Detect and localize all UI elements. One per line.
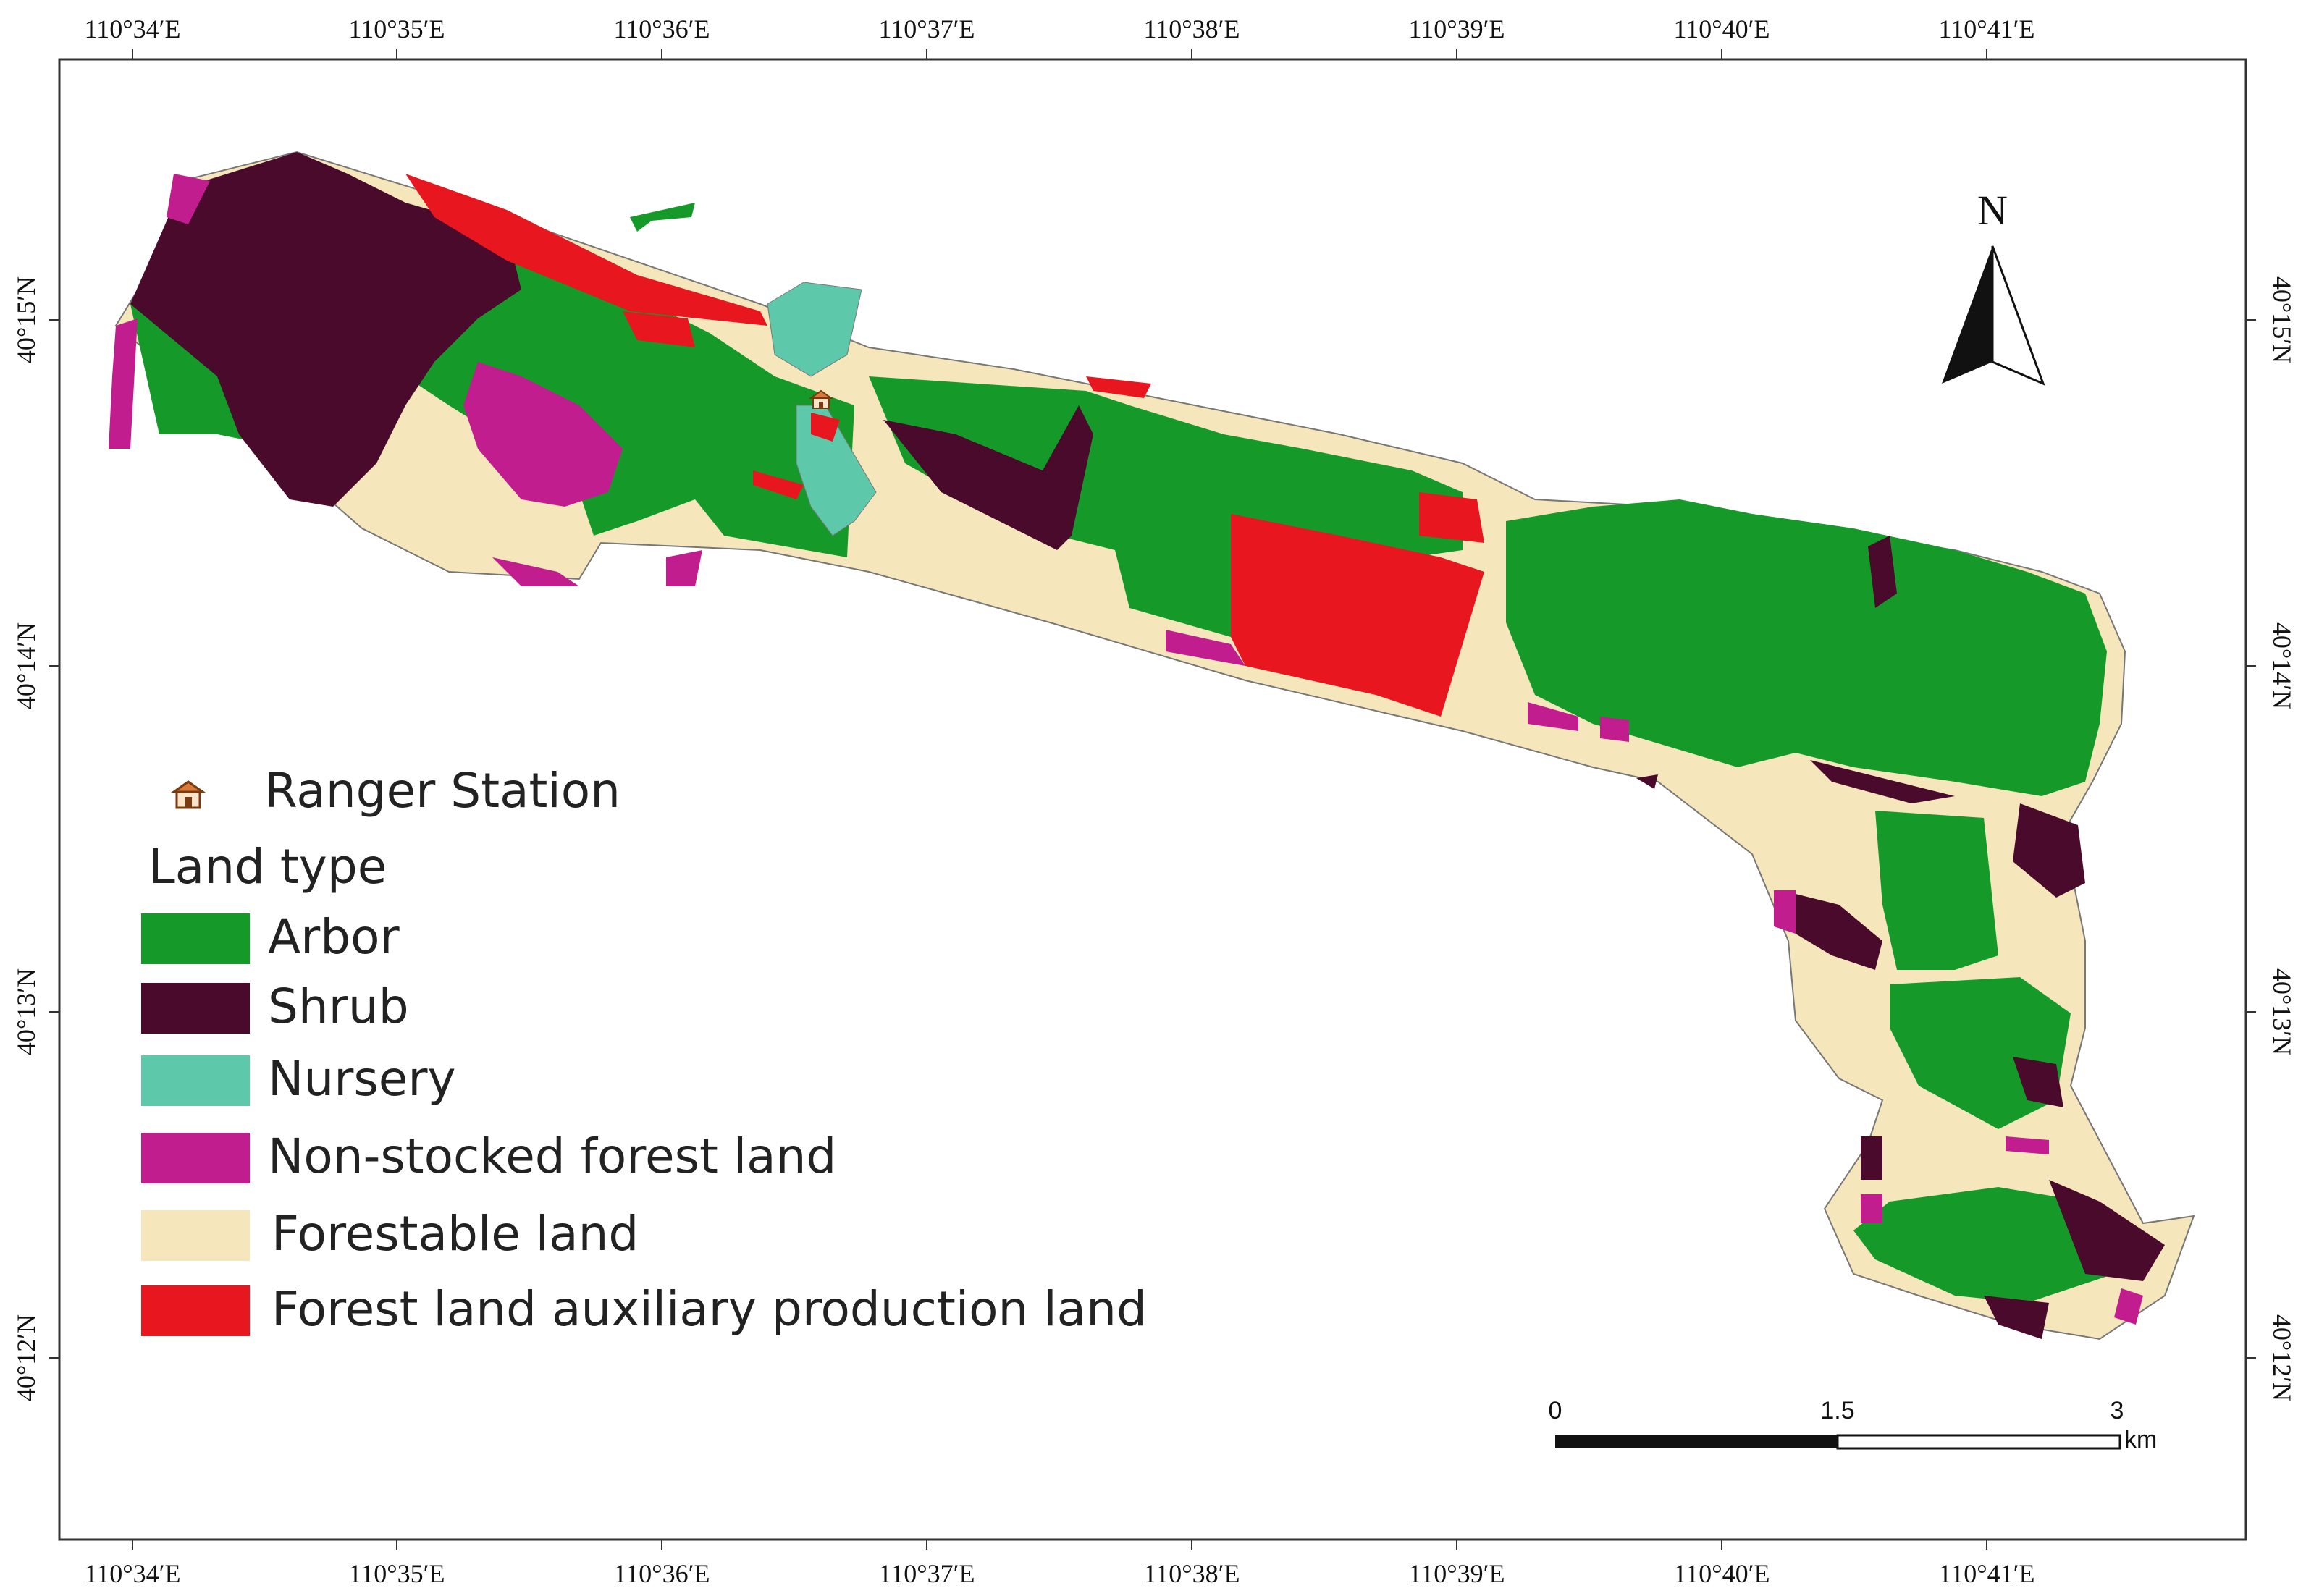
left-tick-label: 40°13′N (12, 968, 41, 1055)
non-stocked-region (1166, 630, 1245, 666)
right-tick-label: 40°12′N (2268, 1314, 2297, 1401)
top-tick-marks (132, 49, 1987, 59)
right-tick-marks (2246, 319, 2256, 1359)
legend-label-non-stocked: Non-stocked forest land (268, 1128, 836, 1184)
legend-swatch-forestable (141, 1210, 250, 1261)
top-tick-label: 110°38′E (1144, 14, 1240, 43)
arbor-region (630, 203, 695, 232)
north-arrow-dark-half (1942, 246, 1992, 384)
right-tick-label: 40°15′N (2268, 276, 2297, 363)
legend-label-nursery: Nursery (268, 1051, 456, 1107)
scale-label-0: 0 (1549, 1397, 1562, 1424)
right-tick-labels: 40°15′N 40°14′N 40°13′N 40°12′N (2268, 276, 2297, 1401)
legend-swatch-arbor (141, 913, 250, 964)
nursery-region (767, 282, 862, 377)
non-stocked-region (666, 550, 702, 586)
scale-bar-dark-segment (1555, 1435, 1838, 1448)
legend-swatch-shrub (141, 983, 250, 1034)
legend-label-shrub: Shrub (268, 979, 409, 1034)
non-stocked-region (1600, 717, 1629, 742)
shrub-region (130, 152, 521, 507)
scale-bar-light-segment (1836, 1434, 2121, 1450)
north-arrow-light-half (1991, 245, 2045, 386)
left-tick-label: 40°15′N (12, 276, 41, 363)
non-stocked-region (167, 174, 210, 224)
ranger-station-label: Ranger Station (264, 763, 620, 819)
right-tick-label: 40°14′N (2268, 622, 2297, 709)
auxiliary-production-region (1419, 492, 1484, 543)
left-tick-labels: 40°15′N 40°14′N 40°13′N 40°12′N (12, 276, 41, 1401)
bottom-tick-label: 110°36′E (614, 1559, 710, 1588)
legend-swatch-non-stocked (141, 1133, 250, 1183)
auxiliary-production-region (1086, 376, 1151, 398)
bottom-tick-label: 110°37′E (879, 1559, 975, 1588)
bottom-tick-label: 110°35′E (349, 1559, 445, 1588)
bottom-tick-label: 110°38′E (1144, 1559, 1240, 1588)
bottom-tick-label: 110°41′E (1939, 1559, 2035, 1588)
legend-label-arbor: Arbor (268, 909, 400, 965)
scale-label-1-5: 1.5 (1820, 1397, 1854, 1424)
right-tick-label: 40°13′N (2268, 968, 2297, 1055)
bottom-tick-label: 110°40′E (1674, 1559, 1770, 1588)
top-tick-label: 110°34′E (85, 14, 181, 43)
non-stocked-region (2114, 1288, 2143, 1325)
shrub-region (1810, 760, 1955, 803)
top-tick-label: 110°39′E (1409, 14, 1505, 43)
arbor-region (1506, 499, 2107, 796)
shrub-region (2013, 1057, 2063, 1107)
shrub-region (1781, 890, 1882, 970)
non-stocked-region (1528, 702, 1578, 731)
non-stocked-region (1861, 1194, 1882, 1223)
bottom-tick-labels: 110°34′E 110°35′E 110°36′E 110°37′E 110°… (85, 1559, 2035, 1588)
bottom-tick-label: 110°39′E (1409, 1559, 1505, 1588)
legend-swatch-auxiliary (141, 1285, 250, 1336)
legend-label-forestable: Forestable land (272, 1206, 639, 1262)
arbor-region (1875, 811, 1998, 970)
scale-label-3: 3 (2111, 1397, 2124, 1424)
shrub-region (1868, 536, 1897, 608)
non-stocked-region (1774, 890, 1796, 934)
auxiliary-production-region (405, 174, 767, 326)
auxiliary-production-region (811, 413, 840, 442)
land-area (109, 151, 2195, 1340)
top-tick-label: 110°36′E (614, 14, 710, 43)
non-stocked-region (463, 362, 623, 507)
legend-label-auxiliary: Forest land auxiliary production land (272, 1281, 1147, 1337)
auxiliary-production-region (623, 311, 695, 347)
non-stocked-region (109, 318, 138, 449)
bottom-tick-marks (132, 1540, 1987, 1550)
left-tick-label: 40°12′N (12, 1314, 41, 1401)
top-tick-label: 110°40′E (1674, 14, 1770, 43)
auxiliary-production-region (753, 470, 804, 499)
shrub-region (2013, 803, 2085, 898)
legend-swatch-nursery (141, 1055, 250, 1106)
scale-bar: 0 1.5 3 km (1549, 1397, 2158, 1453)
top-tick-label: 110°37′E (879, 14, 975, 43)
north-label: N (1977, 187, 2008, 234)
shrub-region (1636, 774, 1658, 789)
non-stocked-region (2006, 1136, 2049, 1154)
shrub-region (2049, 1180, 2165, 1281)
shrub-region (1984, 1296, 2049, 1339)
ranger-station-icon (170, 780, 206, 809)
scale-unit: km (2124, 1426, 2157, 1453)
shrub-region (1861, 1136, 1882, 1180)
ranger-station-marker[interactable] (808, 389, 834, 409)
bottom-tick-label: 110°34′E (85, 1559, 181, 1588)
north-arrow: N (1942, 187, 2045, 386)
legend-title: Land type (148, 839, 387, 895)
top-tick-labels: 110°34′E 110°35′E 110°36′E 110°37′E 110°… (85, 14, 2035, 43)
legend: Ranger Station Land type Arbor Shrub Nur… (141, 763, 1147, 1337)
non-stocked-region (492, 557, 579, 586)
top-tick-label: 110°35′E (349, 14, 445, 43)
top-tick-label: 110°41′E (1939, 14, 2035, 43)
auxiliary-production-region (1231, 514, 1484, 717)
shrub-region (883, 405, 1093, 550)
left-tick-marks (49, 319, 59, 1359)
left-tick-label: 40°14′N (12, 622, 41, 709)
